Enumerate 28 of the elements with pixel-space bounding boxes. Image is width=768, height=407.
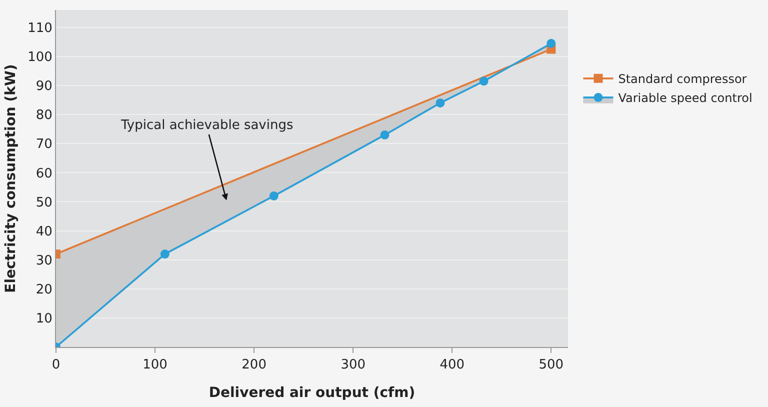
x-tick-label: 300 <box>340 358 366 373</box>
y-tick-label: 40 <box>36 224 52 240</box>
x-tick-label: 500 <box>538 358 564 373</box>
point <box>380 130 390 140</box>
annotation: Typical achievable savings <box>120 118 294 133</box>
point <box>546 38 556 48</box>
point <box>479 76 488 86</box>
legend-label: Standard compressor <box>618 72 747 86</box>
y-tick-label: 70 <box>36 137 52 152</box>
y-tick-label: 20 <box>36 282 52 298</box>
y-tick-label: 10 <box>36 312 52 326</box>
y-tick-label: 110 <box>28 20 52 36</box>
point <box>436 98 445 108</box>
x-tick-label: 400 <box>440 358 465 373</box>
x-axis-title: Delivered air output (cfm) <box>208 384 416 401</box>
x-tick-label: 0 <box>52 358 60 373</box>
y-axis-title: Electricity consumption (kW) <box>3 64 20 293</box>
y-tick-label: 100 <box>28 50 52 66</box>
point <box>160 250 170 259</box>
y-tick-label: 50 <box>36 195 52 210</box>
y-tick-label: 80 <box>36 108 52 124</box>
x-tick-label: 100 <box>142 358 168 373</box>
y-tick-label: 60 <box>36 166 52 182</box>
y-tick-label: 30 <box>36 253 52 268</box>
y-tick-label: 90 <box>36 79 52 94</box>
legend-label: Variable speed control <box>618 91 752 106</box>
x-tick-label: 200 <box>242 358 266 373</box>
point <box>269 191 278 200</box>
